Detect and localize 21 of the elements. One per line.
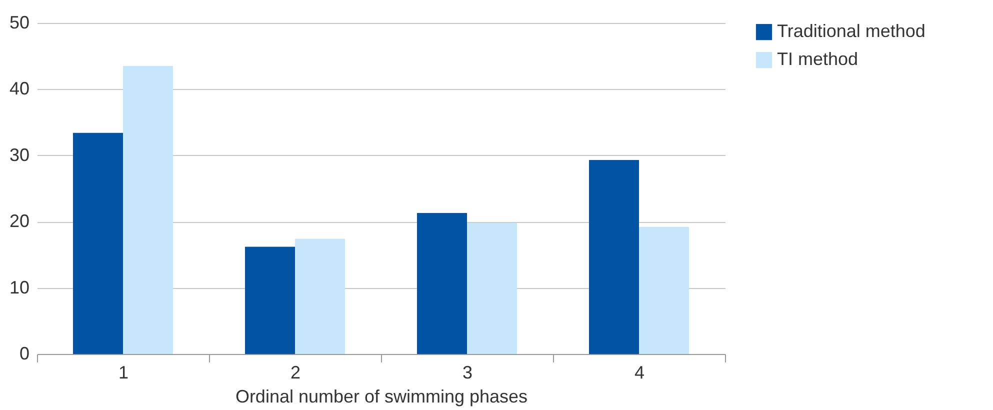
bar <box>639 226 689 354</box>
x-tick-label: 3 <box>462 362 473 382</box>
bar <box>73 132 123 354</box>
legend-label: Traditional method <box>777 21 926 41</box>
x-tick-label: 1 <box>118 362 129 382</box>
bar <box>589 160 639 354</box>
bar <box>123 66 173 354</box>
y-tick-label: 40 <box>9 78 30 99</box>
x-axis-title: Ordinal number of swimming phases <box>235 386 528 406</box>
x-tick-label: 2 <box>290 362 301 382</box>
bar <box>467 222 517 354</box>
bar <box>417 212 467 354</box>
bar <box>245 246 295 354</box>
bar <box>295 238 345 354</box>
y-tick-label: 30 <box>9 144 30 165</box>
legend-label: TI method <box>777 49 858 69</box>
x-tick-label: 4 <box>634 362 645 382</box>
y-tick-label: 10 <box>9 277 30 298</box>
y-tick-label: 0 <box>19 344 30 364</box>
y-tick-label: 50 <box>9 12 30 32</box>
y-tick-label: 20 <box>9 211 30 232</box>
